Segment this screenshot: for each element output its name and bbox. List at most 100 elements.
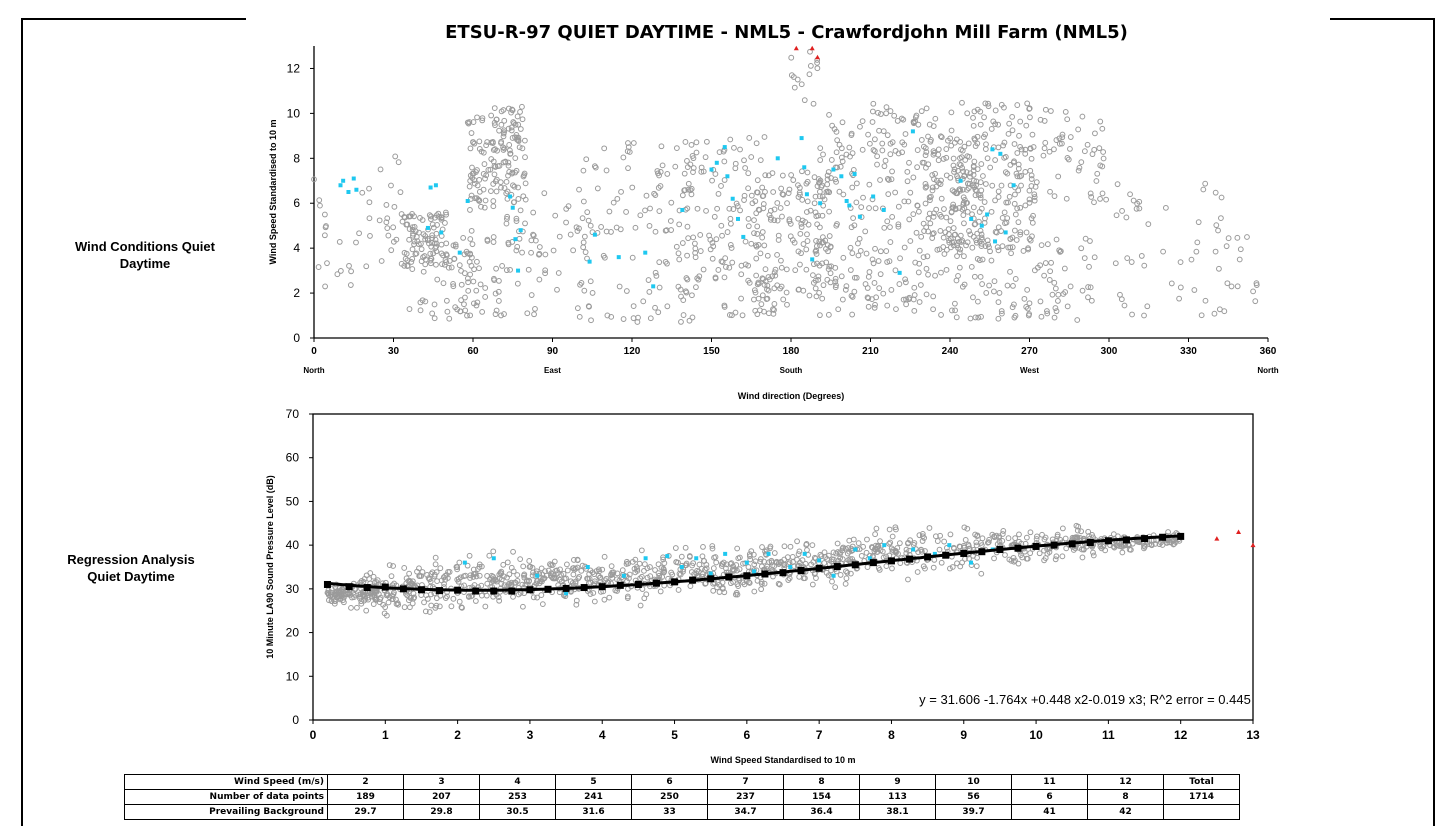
c2-point [922, 548, 928, 554]
c1-point [923, 183, 930, 190]
c1-point [513, 215, 520, 222]
c2-point [672, 545, 679, 551]
c1-point [1225, 235, 1232, 242]
c1-point [834, 137, 841, 144]
c1-point [427, 260, 434, 267]
c1-point [853, 274, 860, 281]
c1-point [646, 223, 653, 229]
c1-point [556, 233, 563, 240]
c2-point [641, 567, 647, 574]
c2-point [1119, 549, 1126, 556]
c1-point [923, 265, 930, 272]
c1-point [833, 128, 840, 135]
c2-highlight-point [643, 556, 648, 561]
c2-point [385, 592, 391, 599]
c1-point [315, 264, 322, 270]
c1-point [811, 200, 818, 207]
c1-point [694, 205, 701, 212]
c1-point [1041, 272, 1048, 279]
c1-point [536, 276, 543, 283]
c2-x-axis-title: Wind Speed Standardised to 10 m [711, 755, 856, 765]
c1-point [1051, 193, 1058, 199]
c2-point [883, 553, 889, 560]
c2-point [401, 604, 408, 611]
c1-point [1075, 167, 1082, 174]
c1-point [1200, 186, 1207, 193]
c2-point [508, 564, 515, 571]
c1-highlight-point [725, 174, 730, 179]
c1-point [876, 127, 882, 134]
c1-point [752, 289, 759, 296]
c1-point [1100, 155, 1107, 162]
c1-point [984, 237, 991, 244]
c1-point [682, 139, 689, 145]
c1-point [938, 195, 945, 202]
c1-point [849, 294, 856, 300]
c1-point [771, 206, 778, 213]
c2-point [811, 554, 818, 561]
c1-point [1005, 130, 1012, 137]
c1-highlight-point [341, 178, 346, 183]
c1-point [359, 189, 366, 196]
c2-x-tick-label-2: 2 [454, 728, 461, 742]
c2-point [855, 540, 862, 547]
c1-point [625, 165, 631, 172]
c1-point [803, 246, 810, 253]
c1-point [1047, 108, 1054, 114]
c1-point [1044, 310, 1051, 317]
c1-point [1041, 118, 1048, 124]
c1-point [703, 207, 709, 214]
c1-point [435, 210, 442, 217]
c1-point [383, 219, 390, 226]
c1-point [732, 160, 739, 167]
c2-fit-marker [345, 583, 353, 591]
c1-highlight-point [651, 284, 656, 289]
c1-highlight-point [799, 136, 804, 141]
c1-point [964, 186, 970, 193]
c1-point [494, 163, 501, 170]
c1-point [469, 241, 476, 248]
c1-point [955, 272, 961, 279]
c1-point [892, 147, 899, 154]
c1-point [1011, 200, 1018, 207]
c2-point [472, 598, 479, 604]
c1-point [810, 272, 816, 279]
c2-point [418, 592, 425, 599]
c1-point [632, 224, 639, 231]
c1-point [496, 127, 502, 134]
c1-point [691, 240, 698, 247]
c1-point [1062, 109, 1069, 115]
c1-point [925, 161, 932, 168]
c1-point [1188, 256, 1195, 263]
table-cell: 29.7 [327, 804, 404, 820]
c2-point [926, 525, 933, 531]
table-cell: 11 [1011, 774, 1088, 790]
c1-point [667, 218, 674, 224]
c1-point [1055, 291, 1062, 298]
c1-point [651, 190, 658, 197]
c2-point [519, 581, 526, 588]
c1-point [996, 290, 1003, 296]
c2-x-tick-label-5: 5 [671, 728, 678, 742]
c1-point [872, 301, 878, 308]
c1-point [1097, 118, 1104, 125]
c2-point [564, 567, 571, 574]
c2-point [606, 594, 613, 601]
c1-point [707, 246, 714, 253]
c1-point [690, 165, 697, 171]
c1-point [408, 259, 415, 265]
c1-point [445, 264, 452, 271]
c1-point [516, 235, 523, 242]
c2-fit-marker [996, 546, 1004, 554]
c1-point [668, 199, 675, 206]
c1-point [804, 178, 811, 185]
c1-compass-label-2: South [780, 366, 803, 375]
c2-point [638, 547, 645, 554]
c1-point [689, 314, 696, 321]
c1-point [536, 250, 543, 257]
c2-point [979, 535, 986, 542]
c2-highlight-point [585, 565, 590, 569]
c1-point [813, 213, 820, 220]
c1-point [982, 215, 988, 222]
